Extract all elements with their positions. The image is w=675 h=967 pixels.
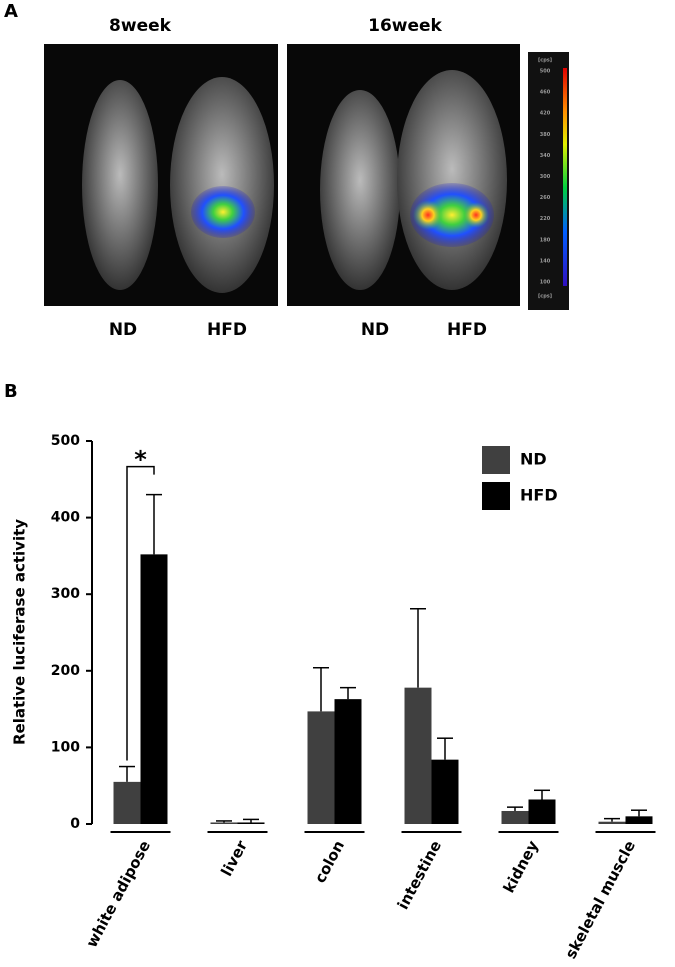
- y-tick-label: 200: [51, 663, 80, 679]
- legend-label: HFD: [520, 486, 558, 505]
- colorbar-tick-label: 460: [540, 90, 551, 96]
- colorbar-tick-label: 380: [540, 132, 551, 138]
- significance-bracket: [126, 465, 155, 761]
- x-tick-label: intestine: [394, 838, 445, 913]
- group-label: ND: [109, 320, 137, 340]
- bar: [625, 816, 653, 824]
- y-tick-label: 400: [51, 510, 80, 526]
- group-label: HFD: [447, 320, 487, 340]
- time-label: 8week: [109, 16, 172, 36]
- colorbar-tick-label: 260: [540, 195, 551, 201]
- mouse: [320, 90, 400, 290]
- colorbar-tick-label: 340: [540, 153, 551, 159]
- legend-swatch: [482, 482, 510, 510]
- x-tick-label: liver: [217, 837, 251, 879]
- colorbar-tick-label: 420: [540, 111, 551, 117]
- y-axis-label: Relative luciferase activity: [11, 519, 29, 745]
- bar: [334, 699, 362, 824]
- panel-label: A: [4, 1, 18, 22]
- y-tick-label: 100: [51, 739, 80, 755]
- group-label: HFD: [207, 320, 247, 340]
- colorbar-tick-label: 220: [540, 216, 551, 222]
- x-tick-label: white adipose: [83, 838, 154, 951]
- signal: [410, 183, 494, 247]
- bar: [598, 821, 626, 824]
- bar: [210, 822, 238, 824]
- signal: [413, 200, 443, 230]
- mouse: [397, 70, 507, 290]
- colorbar-unit: [cps]: [538, 58, 552, 64]
- x-tick-label: skeletal muscle: [562, 838, 639, 962]
- colorbar-frame: [528, 52, 569, 310]
- bar: [431, 759, 459, 824]
- bar: [528, 799, 556, 824]
- x-tick-label: colon: [311, 838, 348, 886]
- colorbar: [563, 68, 567, 286]
- bar: [307, 711, 335, 824]
- colorbar-tick-label: 100: [540, 280, 551, 286]
- significance-mark: *: [134, 446, 147, 474]
- legend-label: ND: [520, 450, 547, 469]
- bar: [113, 781, 141, 824]
- y-tick-label: 0: [70, 816, 80, 832]
- bar: [404, 687, 432, 824]
- colorbar-tick-label: 180: [540, 237, 551, 243]
- legend-swatch: [482, 446, 510, 474]
- mouse: [170, 77, 274, 293]
- colorbar-unit: [cps]: [538, 294, 552, 300]
- x-tick-label: kidney: [500, 837, 543, 896]
- group-label: ND: [361, 320, 389, 340]
- bar: [140, 554, 168, 824]
- mouse: [82, 80, 158, 290]
- colorbar-tick-label: 300: [540, 174, 551, 180]
- colorbar-tick-label: 500: [540, 69, 551, 75]
- y-tick-label: 300: [51, 586, 80, 602]
- signal: [191, 186, 255, 238]
- bar: [501, 810, 529, 824]
- time-label: 16week: [368, 16, 442, 36]
- bar: [237, 822, 265, 824]
- panel-label: B: [4, 381, 18, 402]
- colorbar-tick-label: 140: [540, 258, 551, 264]
- signal: [463, 202, 489, 228]
- y-tick-label: 500: [51, 433, 80, 449]
